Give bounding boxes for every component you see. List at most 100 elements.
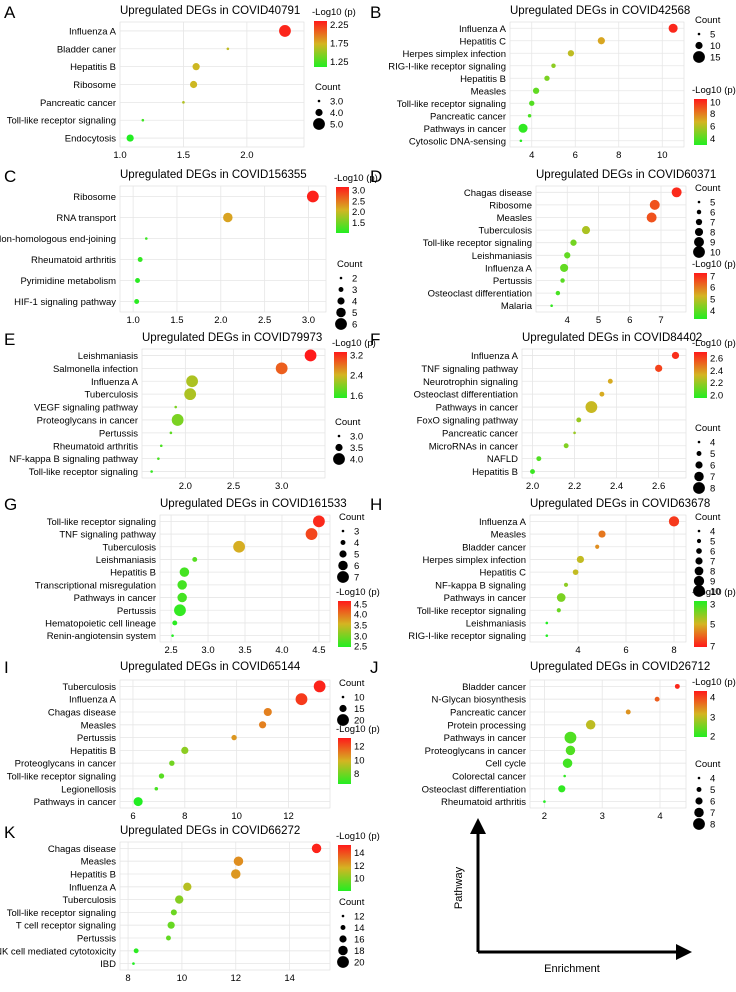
panel-d-count-tick-label: 6	[710, 208, 715, 219]
panel-f-pathway-label: Neurotrophin signaling	[423, 377, 518, 388]
panel-i-count-legend-title: Count	[339, 678, 365, 689]
panel-e-color-bar	[334, 352, 347, 398]
panel-j-count-swatch	[697, 776, 701, 780]
panel-c-point	[135, 278, 140, 283]
panel-j-x-tick-label: 2	[542, 811, 547, 822]
panel-a-pathway-label: Influenza A	[69, 26, 117, 37]
panel-a-point	[192, 63, 200, 71]
panel-f-pathway-label: TNF signaling pathway	[421, 364, 518, 375]
panel-b-pathway-label: Cytosolic DNA-sensing	[409, 136, 506, 147]
panel-i-count-swatch	[341, 695, 345, 699]
panel-g-pathway-label: Hepatitis B	[110, 568, 156, 579]
panel-b-color-legend-title: -Log10 (p)	[692, 85, 736, 96]
panel-a-pathway-label: Ribosome	[73, 80, 116, 91]
panel-b-title: Upregulated DEGs in COVID42568	[510, 5, 690, 17]
panel-g-x-tick-label: 4.5	[312, 645, 325, 656]
panel-b-pathway-label: Pancreatic cancer	[430, 111, 506, 122]
panel-d-count-tick-label: 8	[710, 228, 715, 239]
panel-d-point	[550, 304, 553, 308]
panel-h-pathway-label: Measles	[491, 530, 527, 541]
panel-d-count-swatch	[693, 246, 705, 258]
panel-a-pathway-label: Toll-like receptor signaling	[7, 116, 116, 127]
panel-k-pathway-label: Hepatitis B	[70, 870, 116, 881]
panel-h-color-tick-label: 7	[710, 642, 715, 653]
panel-b-point	[544, 75, 550, 81]
panel-e-count-legend-title: Count	[335, 417, 361, 428]
panel-g-x-tick-label: 4.0	[275, 645, 288, 656]
axis-guide: Pathway Enrichment	[453, 818, 692, 975]
panel-a-color-legend: -Log10 (p) 2.25 1.75 1.25	[312, 7, 356, 68]
panel-b-point	[529, 100, 535, 106]
panel-h-point	[563, 582, 569, 587]
panel-g-count-swatch	[341, 529, 345, 533]
panel-f-point	[607, 378, 613, 384]
panel-j-count-swatch	[695, 797, 703, 805]
panel-e-pathway-label: NF-kappa B signaling pathway	[9, 454, 138, 465]
panel-b-point	[527, 113, 532, 118]
panel-h-count-tick-label: 10	[710, 587, 721, 598]
panel-k-count-swatch	[337, 956, 349, 968]
panel-d: D Upregulated DEGs in COVID60371 Chagas di…	[370, 167, 736, 326]
panel-f-point	[585, 401, 598, 413]
panel-b-pathway-label: Herpes simplex infection	[403, 49, 507, 60]
panel-f-count-swatch	[693, 482, 705, 494]
panel-c-x-tick-label: 2.0	[214, 315, 227, 326]
panel-g-point	[233, 540, 245, 553]
panel-a-count-swatch	[313, 118, 325, 130]
panel-i-point	[295, 693, 308, 706]
panel-j-pathway-label: Proteoglycans in cancer	[425, 746, 526, 757]
panel-d-count-tick-label: 7	[710, 218, 715, 229]
panel-a-title: Upregulated DEGs in COVID40791	[120, 5, 300, 17]
panel-f-point	[530, 469, 535, 474]
panel-c-title: Upregulated DEGs in COVID156355	[120, 169, 307, 181]
panel-b-pathway-label: Hepatitis C	[460, 36, 507, 47]
panel-d-pathway-label: Tuberculosis	[478, 226, 532, 237]
panel-c-pathway-label: HIF-1 signaling pathway	[14, 297, 116, 308]
panel-d-count-tick-label: 10	[710, 248, 721, 259]
panel-i-pathway-label: Pertussis	[77, 733, 116, 744]
panel-k-x-tick-label: 10	[177, 973, 188, 984]
panel-k-pathway-label: T cell receptor signaling	[16, 921, 116, 932]
panel-i-letter: I	[4, 658, 9, 677]
panel-i-count-tick-label: 15	[354, 704, 365, 715]
panel-g-count-swatch	[340, 540, 346, 545]
panel-g-point	[177, 580, 187, 590]
panel-d-letter: D	[370, 167, 382, 186]
panel-a-count-tick-label: 5.0	[330, 120, 343, 131]
panel-i-pathway-label: Proteoglycans in cancer	[15, 759, 116, 770]
panel-f-count-legend-title: Count	[695, 423, 721, 434]
panel-j-count-swatch	[693, 818, 705, 830]
panel-k-point	[170, 909, 177, 916]
panel-f-pathway-label: Pancreatic cancer	[442, 428, 518, 439]
panel-g-pathway-label: Transcriptional misregulation	[35, 580, 156, 591]
panel-b-count-swatch	[695, 41, 703, 50]
panel-b-color-bar	[694, 99, 707, 145]
panel-h-x-tick-label: 4	[575, 645, 580, 656]
panel-h-title: Upregulated DEGs in COVID63678	[530, 498, 710, 510]
panel-f-color-tick-label: 2.6	[710, 354, 723, 365]
panel-e-color-legend-title: -Log10 (p)	[332, 338, 376, 349]
panel-d-count-swatch	[696, 209, 702, 215]
panel-h-pathway-label: Pathways in cancer	[444, 593, 526, 604]
panel-e-point	[150, 470, 153, 473]
panel-b-letter: B	[370, 3, 381, 22]
panel-a-letter: A	[4, 3, 16, 22]
panel-h-color-bar	[694, 601, 707, 647]
panel-e-pathway-label: VEGF signaling pathway	[34, 403, 138, 414]
panel-g-color-tick-label: 4.5	[354, 600, 367, 611]
panel-c-color-tick-label: 2.0	[352, 207, 365, 218]
panel-f-count-tick-label: 5	[710, 449, 715, 460]
panel-h-count-tick-label: 4	[710, 527, 715, 538]
panel-g-count-tick-label: 3	[354, 527, 359, 538]
panel-h-point	[556, 593, 566, 602]
panel-k-pathway-label: Pertussis	[77, 934, 116, 945]
panel-d-pathway-label: Influenza A	[485, 263, 533, 274]
panel-c-count-tick-label: 6	[352, 320, 357, 331]
panel-g-color-tick-label: 4.0	[354, 610, 367, 621]
panel-a-point	[126, 134, 134, 142]
panel-h-pathway-label: Herpes simplex infection	[423, 555, 527, 566]
panel-b-count-swatch	[693, 51, 705, 63]
panel-c-point	[137, 257, 143, 262]
